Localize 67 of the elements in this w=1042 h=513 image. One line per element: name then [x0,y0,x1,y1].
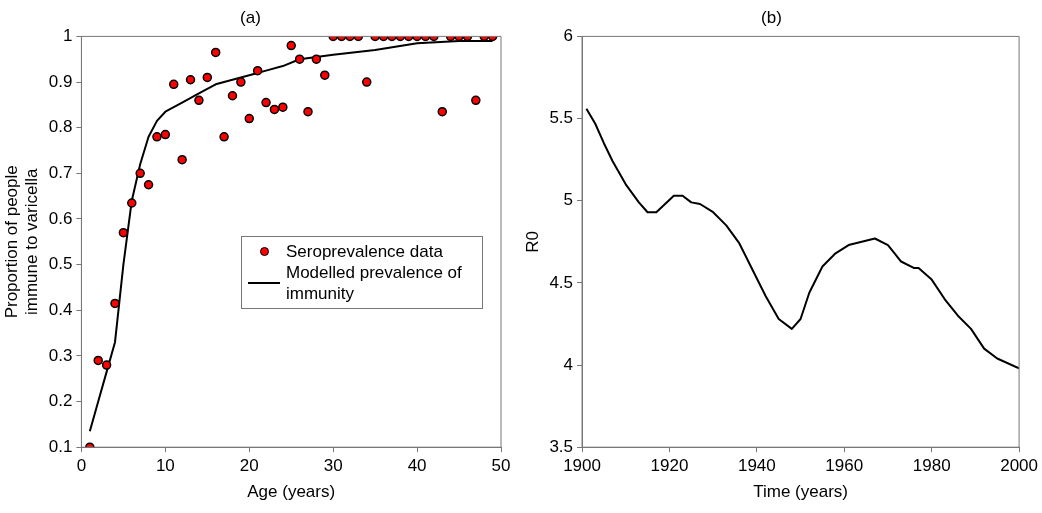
y-tick-label: 3.5 [549,436,574,456]
point [194,95,204,106]
point [320,70,330,80]
point [244,113,255,124]
point [471,95,481,106]
y-tick-label: 0.2 [48,391,73,411]
point [118,227,129,238]
point [160,129,171,140]
y-tick-label: 4.5 [549,272,574,292]
y-tick-label: 5 [563,190,574,210]
chart-title: (b) [761,7,782,27]
point [168,79,179,90]
y-axis-title: Proportion of people immune to varicella [1,165,42,319]
x-tick-label: 1960 [825,456,864,476]
x-axis-title: Time (years) [753,482,848,502]
point [93,355,103,366]
legend-label: Seroprevalence data [286,241,443,262]
y-tick-label: 0.3 [48,345,73,365]
point [210,47,221,58]
point [236,77,246,87]
x-axis-title: Age (years) [247,482,336,502]
point [261,97,271,108]
y-tick-label: 0.4 [48,299,73,319]
x-tick-label: 1940 [737,456,776,476]
y-tick-label: 4 [563,354,574,374]
y-tick-label: 1 [62,26,73,46]
x-tick-label: 2000 [1000,456,1038,476]
point [278,102,288,112]
point [143,179,154,190]
chart-title: (a) [240,7,261,27]
point [303,106,313,117]
point [437,106,448,117]
point [294,54,305,64]
y-tick-label: 0.1 [48,436,73,456]
y-tick-label: 6 [563,26,574,46]
point [202,72,213,83]
y-axis-title: R0 [522,230,542,253]
x-tick-label: 40 [407,456,427,476]
y-tick-label: 0.8 [48,117,73,137]
x-tick-label: 1980 [912,456,951,476]
point [127,198,137,208]
y-tick-label: 0.6 [48,208,73,228]
x-tick-label: 10 [155,456,175,476]
x-tick-label: 1920 [650,456,689,476]
y-tick-label: 0.7 [48,163,73,183]
point [185,75,196,85]
point [177,154,187,165]
point [152,132,162,142]
x-tick-label: 30 [323,456,343,476]
point [135,168,145,179]
point [361,77,372,87]
point [101,360,112,370]
x-tick-label: 50 [491,456,511,476]
point [311,54,322,64]
point [286,40,296,51]
x-tick-label: 0 [76,456,87,476]
legend-label: Modelled prevalence of immunity [286,262,463,304]
x-tick-label: 20 [239,456,259,476]
x-tick-label: 1900 [563,456,601,476]
point [252,65,263,76]
point [219,132,229,142]
y-tick-label: 0.5 [48,254,73,274]
point [110,298,120,309]
point [227,90,238,101]
y-tick-label: 5.5 [549,108,574,128]
point [269,104,280,115]
y-tick-label: 0.9 [48,71,73,91]
